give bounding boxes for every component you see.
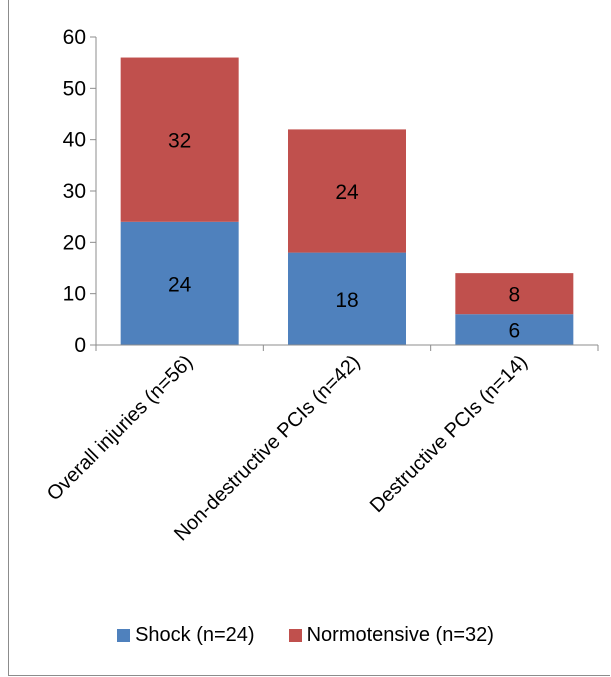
legend-label-normotensive: Normotensive (n=32) <box>306 624 494 646</box>
legend: Shock (n=24) Normotensive (n=32) <box>0 624 611 647</box>
y-axis: 0 10 20 30 40 50 60 <box>63 26 97 357</box>
bars <box>120 57 574 345</box>
y-tick-label: 10 <box>63 283 86 306</box>
y-tick-label: 60 <box>63 26 86 49</box>
legend-swatch-shock <box>117 629 131 642</box>
x-category-label: Overall injuries (n=56) <box>43 351 197 505</box>
data-label-shock: 18 <box>335 289 358 312</box>
legend-label-shock: Shock (n=24) <box>135 624 255 646</box>
data-labels: 24 32 18 24 6 8 <box>168 130 520 343</box>
x-category-label: Non-destructive PCIs (n=42) <box>170 351 364 545</box>
bar-normotensive <box>120 57 239 222</box>
bar-normotensive <box>288 129 406 253</box>
legend-swatch-normotensive <box>288 629 302 642</box>
y-tick-label: 40 <box>63 129 86 152</box>
y-tick-label: 30 <box>63 180 86 203</box>
data-label-shock: 24 <box>168 273 192 296</box>
data-label-shock: 6 <box>508 320 520 343</box>
bar-shock <box>455 314 574 345</box>
bar-shock <box>120 221 239 345</box>
data-label-normotensive: 24 <box>335 181 359 204</box>
legend-item-shock: Shock (n=24) <box>117 624 255 647</box>
data-label-normotensive: 32 <box>168 130 191 153</box>
x-axis: Overall injuries (n=56)Non-destructive P… <box>43 344 599 545</box>
legend-item-normotensive: Normotensive (n=32) <box>288 624 494 647</box>
data-label-normotensive: 8 <box>508 284 520 307</box>
bar-shock <box>288 252 406 345</box>
y-tick-label: 0 <box>74 334 86 357</box>
bar-normotensive <box>455 273 574 315</box>
x-category-label: Destructive PCIs (n=14) <box>366 351 532 517</box>
y-tick-label: 20 <box>63 231 86 254</box>
y-tick-label: 50 <box>63 77 86 100</box>
